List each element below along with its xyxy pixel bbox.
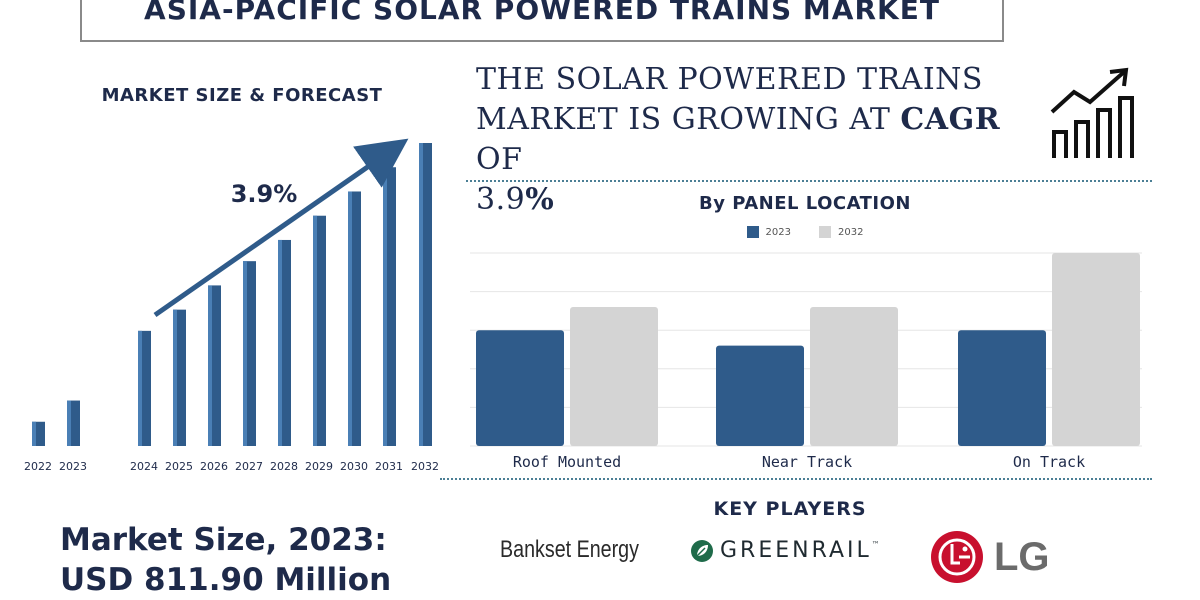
forecast-tick-2025: 2025 [165, 460, 193, 473]
greenrail-logo-text: GREENRAIL [720, 538, 872, 563]
forecast-tick-2028: 2028 [270, 460, 298, 473]
greenrail-leaf-icon [691, 539, 713, 562]
market-size-label: Market Size, 2023: [60, 522, 387, 558]
forecast-bar-highlight-2024 [138, 330, 142, 446]
greenrail-logo: GREENRAIL ™ [690, 538, 880, 563]
bankset-energy-logo-text: Bankset Energy [500, 536, 639, 563]
forecast-bar-highlight-2022 [32, 421, 36, 446]
headline-line-2: MARKET IS GROWING AT CAGR OF [476, 100, 1036, 180]
lg-logo: LG [930, 530, 1050, 584]
headline: THE SOLAR POWERED TRAINS MARKET IS GROWI… [476, 60, 1036, 220]
panel-tick-roof-mounted: Roof Mounted [513, 453, 621, 471]
legend-swatch-2023 [746, 226, 759, 238]
forecast-bar-highlight-2029 [313, 215, 317, 446]
forecast-tick-2030: 2030 [340, 460, 368, 473]
panel-location-chart: Roof Mounted Near Track On Track [470, 252, 1142, 471]
forecast-tick-2022: 2022 [24, 460, 52, 473]
cagr-annotation: 3.9% [231, 180, 298, 208]
title-box: ASIA-PACIFIC SOLAR POWERED TRAINS MARKET [80, 0, 1004, 42]
forecast-chart: 2022 2023 2024 2025 2026 2027 2028 2029 2030 2031… [24, 138, 439, 473]
market-size-value: USD 811.90 Million [60, 562, 392, 598]
headline-rate: 3.9 [476, 182, 526, 217]
forecast-bar-highlight-2025 [173, 309, 177, 446]
panel-bar-roof-mounted-2032 [570, 307, 658, 446]
panel-chart-legend: 2023 2032 [470, 226, 1140, 238]
legend-swatch-2032 [819, 226, 831, 238]
greenrail-trademark: ™ [871, 540, 880, 549]
cagr-arrow [153, 138, 409, 318]
forecast-bar-highlight-2023 [67, 400, 71, 446]
forecast-bar-highlight-2032 [419, 143, 423, 446]
market-size-callout: Market Size, 2023: USD 811.90 Million [60, 520, 420, 600]
panel-tick-on-track: On Track [1013, 453, 1085, 471]
key-players-title: KEY PLAYERS [713, 498, 867, 520]
legend-label-2032: 2032 [838, 226, 864, 238]
panel-bar-on-track-2032 [1052, 253, 1140, 446]
forecast-chart-title: MARKET SIZE & FORECAST [101, 85, 383, 106]
headline-line-1: THE SOLAR POWERED TRAINS [476, 62, 983, 97]
forecast-bar-highlight-2030 [348, 191, 352, 446]
headline-percent: % [525, 182, 555, 217]
legend-item-2023: 2023 [746, 226, 791, 238]
forecast-tick-2023: 2023 [59, 460, 87, 473]
forecast-bar-highlight-2028 [278, 239, 282, 446]
growth-chart-icon [1050, 67, 1134, 158]
page-title: ASIA-PACIFIC SOLAR POWERED TRAINS MARKET [144, 0, 940, 26]
panel-chart-title: By PANEL LOCATION [698, 193, 911, 214]
forecast-tick-2032: 2032 [411, 460, 439, 473]
legend-label-2023: 2023 [765, 226, 791, 238]
forecast-tick-2029: 2029 [305, 460, 333, 473]
forecast-tick-2031: 2031 [375, 460, 403, 473]
headline-line-2-end: OF [476, 142, 523, 177]
headline-line-3: 3.9% [476, 180, 1036, 220]
lg-logo-text: LG [994, 534, 1050, 579]
panel-bar-near-track-2023 [716, 345, 804, 446]
forecast-tick-2026: 2026 [200, 460, 228, 473]
forecast-bar-highlight-2027 [243, 261, 247, 446]
headline-cagr: CAGR [900, 102, 1001, 137]
panel-tick-near-track: Near Track [762, 453, 852, 471]
panel-bar-near-track-2032 [810, 307, 898, 446]
forecast-tick-2024: 2024 [130, 460, 158, 473]
bankset-energy-logo: Bankset Energy [500, 536, 639, 564]
forecast-tick-2027: 2027 [235, 460, 263, 473]
lg-face-icon [931, 531, 983, 583]
legend-item-2032: 2032 [819, 226, 863, 238]
headline-line-2-text: MARKET IS GROWING AT [476, 102, 901, 137]
forecast-bar-highlight-2031 [383, 167, 387, 447]
divider-top [466, 180, 1152, 182]
panel-bar-on-track-2023 [958, 330, 1046, 446]
divider-bottom [440, 478, 1152, 480]
forecast-bar-highlight-2026 [208, 285, 212, 446]
panel-bar-roof-mounted-2023 [476, 330, 564, 446]
